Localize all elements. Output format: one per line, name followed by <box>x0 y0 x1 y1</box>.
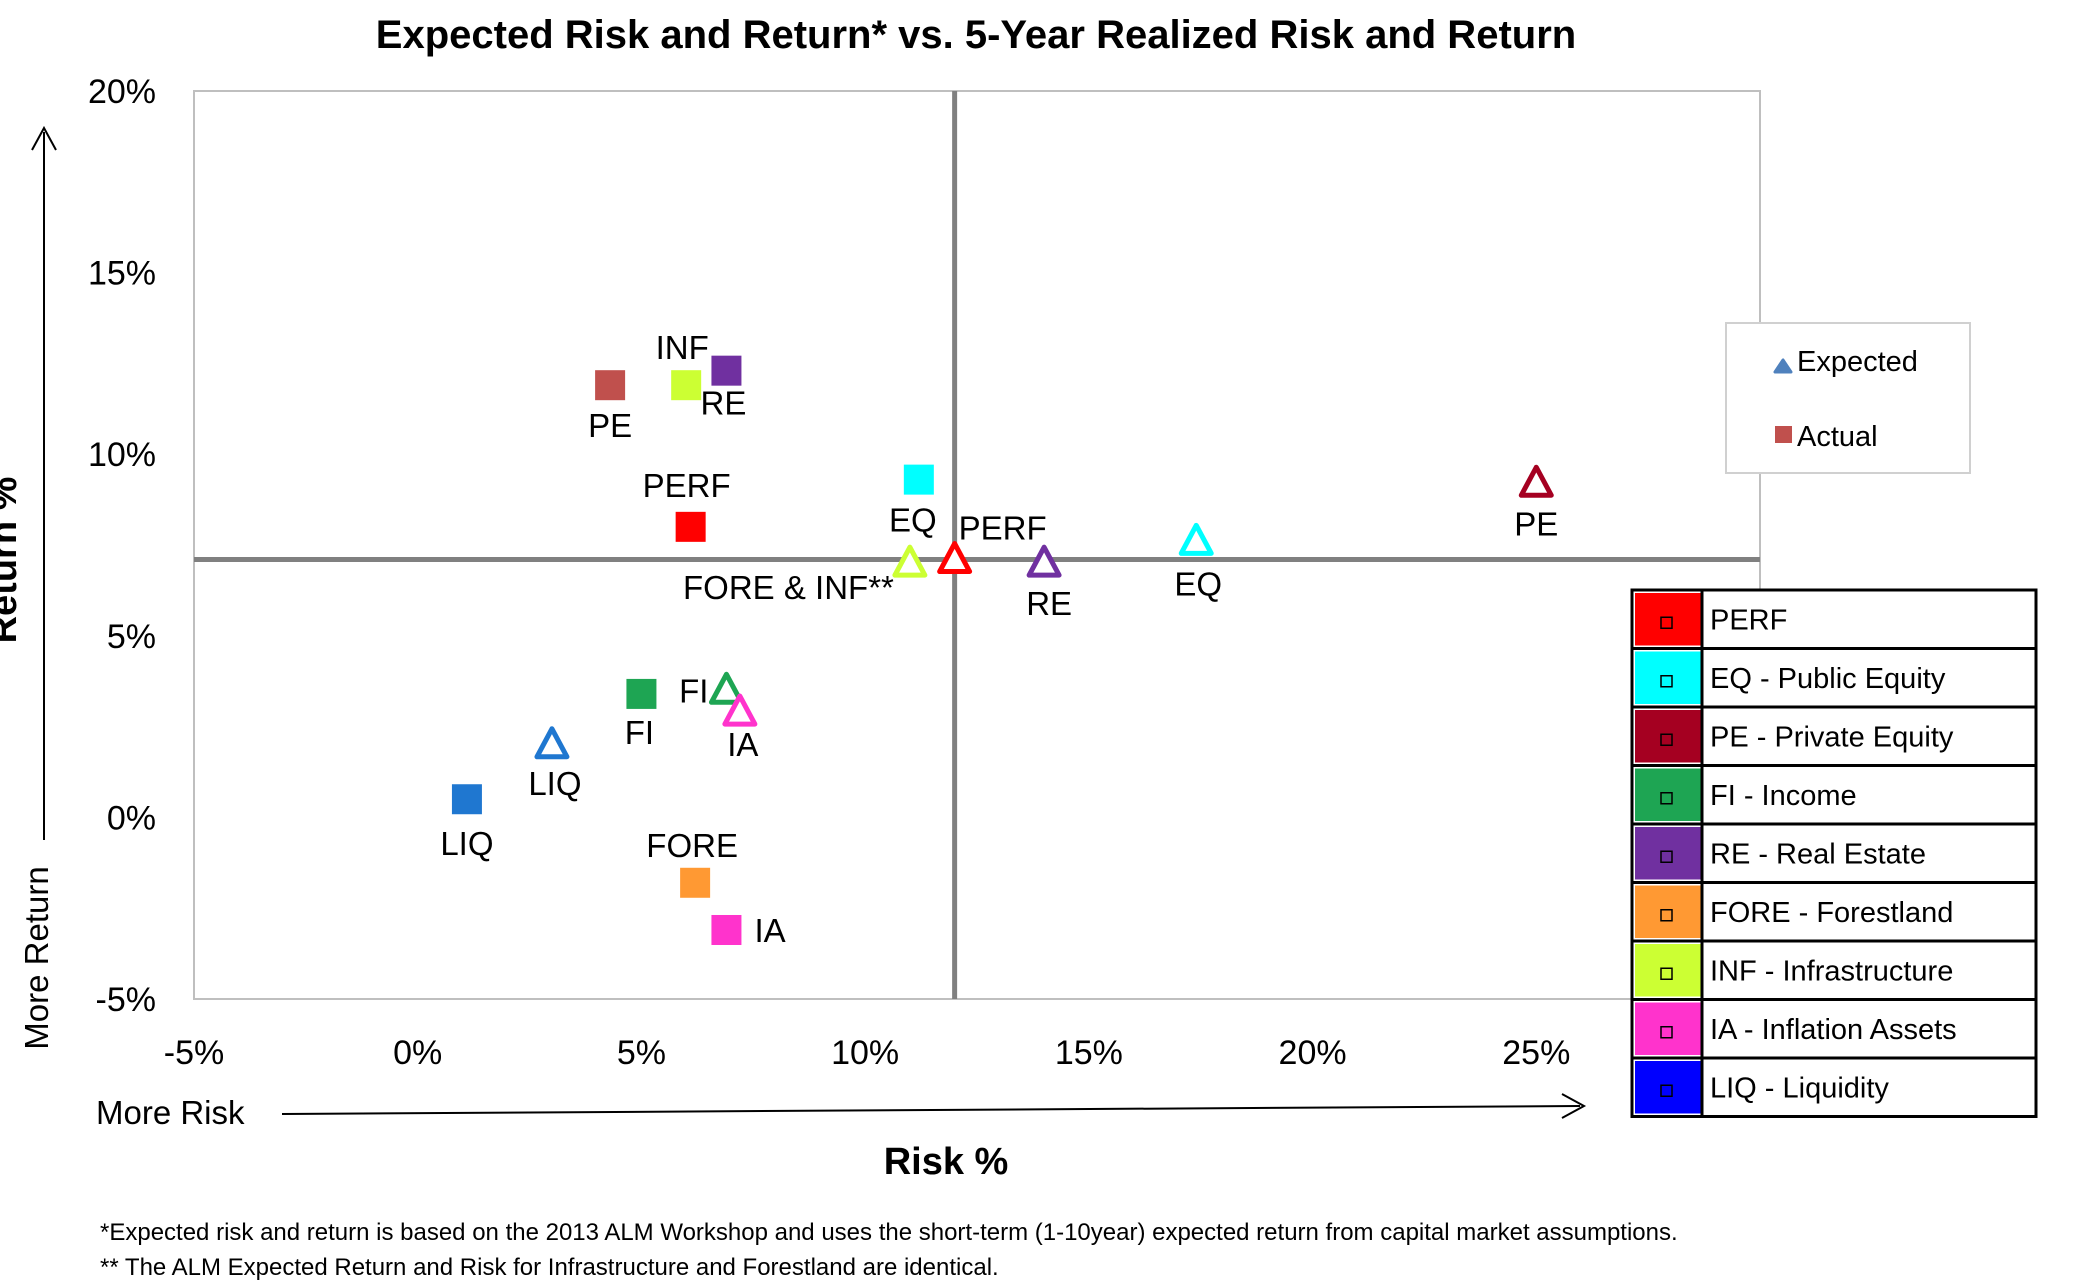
expected-point-fore-inf <box>892 544 928 578</box>
category-swatch-box-icon <box>1660 675 1673 688</box>
actual-point-eq <box>903 464 934 495</box>
more-return-label: More Return <box>18 866 55 1049</box>
category-swatch-inf <box>1635 944 1701 997</box>
expected-point-label: FI <box>679 672 708 709</box>
actual-point-pe <box>595 370 626 401</box>
x-tick-label: -5% <box>164 1034 224 1072</box>
actual-point-perf <box>675 511 706 542</box>
category-swatch-box-icon <box>1660 616 1673 629</box>
actual-point-label: INF <box>656 329 709 366</box>
expected-point-eq <box>1178 522 1214 556</box>
expected-point-label: LIQ <box>528 765 581 802</box>
category-swatch-re <box>1635 827 1701 880</box>
actual-point-label: EQ <box>889 502 937 539</box>
y-tick-label: 5% <box>107 618 156 656</box>
category-legend-label: PERF <box>1710 604 1787 636</box>
actual-point-liq <box>451 784 482 815</box>
category-swatch-box-icon <box>1660 1026 1673 1039</box>
x-tick-label: 25% <box>1502 1034 1570 1072</box>
actual-legend-label: Actual <box>1797 421 1878 453</box>
footnote-2: ** The ALM Expected Return and Risk for … <box>100 1254 999 1281</box>
y-tick-label: 20% <box>88 73 156 111</box>
x-axis-title: Risk % <box>884 1141 1009 1183</box>
category-swatch-box-icon <box>1660 909 1673 922</box>
category-swatch-fore <box>1635 885 1701 938</box>
expected-point-label: EQ <box>1174 565 1222 602</box>
expected-legend-label: Expected <box>1797 346 1918 378</box>
x-tick-label: 15% <box>1055 1034 1123 1072</box>
actual-point-fore <box>680 867 711 898</box>
actual-point-label: FORE <box>646 827 738 864</box>
x-tick-label: 0% <box>393 1034 442 1072</box>
expected-point-ia <box>722 693 758 727</box>
category-legend-label: LIQ - Liquidity <box>1710 1072 1889 1104</box>
expected-point-fi <box>708 671 744 705</box>
expected-point-label: FORE & INF** <box>683 569 894 606</box>
category-swatch-liq <box>1635 1061 1701 1114</box>
more-risk-arrowhead <box>1561 1093 1587 1119</box>
expected-point-liq <box>534 726 570 760</box>
x-tick-labels: -5% 0% 5% 10% 15% 20% 25% <box>164 1034 1571 1072</box>
y-tick-label: -5% <box>96 981 156 1019</box>
expected-point-label: PE <box>1514 505 1558 542</box>
category-legend-label: RE - Real Estate <box>1710 838 1926 870</box>
actual-point-inf <box>671 370 702 401</box>
actual-point-label: LIQ <box>440 825 493 862</box>
series-legend: Expected Actual <box>1725 322 1971 474</box>
chart-title: Expected Risk and Return* vs. 5-Year Rea… <box>376 13 1576 57</box>
x-tick-label: 10% <box>831 1034 899 1072</box>
expected-point-perf <box>937 541 973 575</box>
footnote-1: *Expected risk and return is based on th… <box>100 1219 1678 1246</box>
x-tick-label: 5% <box>617 1034 666 1072</box>
plot-area <box>193 90 1761 1000</box>
category-legend-label: INF - Infrastructure <box>1710 955 1953 987</box>
actual-point-label: FI <box>625 714 654 751</box>
category-swatch-box-icon <box>1660 733 1673 746</box>
actual-point-ia <box>711 914 742 945</box>
expected-point-re <box>1026 544 1062 578</box>
more-risk-label: More Risk <box>96 1094 245 1131</box>
y-tick-label: 10% <box>88 436 156 474</box>
expected-point-label: IA <box>727 726 758 763</box>
actual-point-label: RE <box>701 385 747 422</box>
actual-point-fi <box>626 678 657 709</box>
actual-legend-marker <box>1775 426 1792 443</box>
series-legend-box <box>1725 322 1971 474</box>
category-swatch-box-icon <box>1660 850 1673 863</box>
actual-point-label: PE <box>588 407 632 444</box>
category-swatch-pe <box>1635 710 1701 763</box>
actual-point-label: PERF <box>643 467 731 504</box>
x-tick-label: 20% <box>1279 1034 1347 1072</box>
data-points <box>451 355 1554 945</box>
expected-point-pe <box>1518 464 1554 498</box>
expected-legend-marker <box>1773 358 1793 374</box>
y-axis-title: Return % <box>0 477 25 644</box>
more-return-arrowhead <box>31 125 57 151</box>
y-tick-label: 15% <box>88 255 156 293</box>
actual-point-re <box>711 355 742 386</box>
more-risk-arrow <box>281 1105 1581 1115</box>
expected-point-label: RE <box>1026 585 1072 622</box>
category-swatch-fi <box>1635 768 1701 821</box>
category-swatch-eq <box>1635 651 1701 704</box>
category-swatch-box-icon <box>1660 792 1673 805</box>
category-swatch-box-icon <box>1660 1084 1673 1097</box>
category-legend-label: PE - Private Equity <box>1710 721 1954 753</box>
category-legend: PERF EQ - Public Equity PE - Private Equit… <box>1630 588 2038 1118</box>
y-tick-label: 0% <box>107 799 156 837</box>
point-labels: PE INF RE PERF EQ FI LIQ FORE IA PE EQ PERF FORE & I… <box>440 329 1558 949</box>
category-swatch-perf <box>1635 593 1701 646</box>
category-legend-label: FORE - Forestland <box>1710 897 1953 929</box>
category-legend-label: EQ - Public Equity <box>1710 663 1946 695</box>
expected-point-label: PERF <box>959 510 1047 547</box>
actual-point-label: IA <box>754 912 785 949</box>
y-tick-labels: -5% 0% 5% 10% 15% 20% <box>88 73 156 1019</box>
category-swatch-box-icon <box>1660 967 1673 980</box>
category-swatch-ia <box>1635 1002 1701 1055</box>
category-legend-label: IA - Inflation Assets <box>1710 1014 1957 1046</box>
category-legend-label: FI - Income <box>1710 780 1857 812</box>
